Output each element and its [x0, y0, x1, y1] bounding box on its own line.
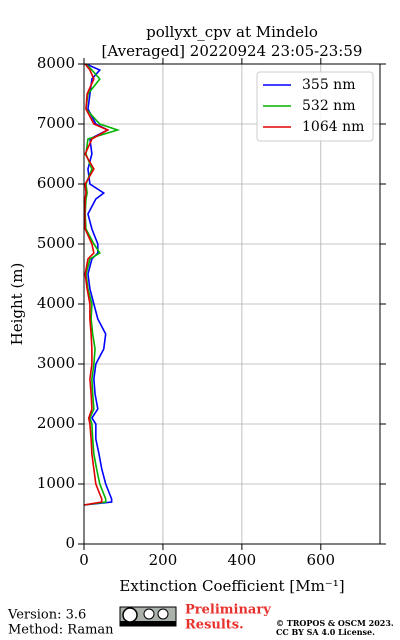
x-tick-label: 600: [306, 551, 335, 569]
copyright: © TROPOS & OSCM 2023.: [276, 618, 394, 628]
profile-line: [83, 63, 110, 506]
chart-title: pollyxt_cpv at Mindelo: [146, 23, 318, 41]
x-tick-label: 200: [149, 551, 178, 569]
copyright: CC BY SA 4.0 License.: [276, 627, 375, 637]
version: Version: 3.6: [7, 608, 86, 623]
preliminary-note: Preliminary: [185, 603, 271, 618]
cc-logo: [119, 606, 177, 627]
legend-label: 355 nm: [302, 77, 355, 93]
y-tick-label: 3000: [37, 354, 75, 372]
y-tick-label: 7000: [37, 114, 75, 132]
x-tick-label: 0: [79, 551, 89, 569]
legend-label: 1064 nm: [302, 119, 364, 135]
y-tick-label: 2000: [37, 414, 75, 432]
method: Method: Raman: [8, 623, 114, 638]
y-tick-label: 8000: [37, 54, 75, 72]
legend-box: [256, 71, 374, 142]
y-tick-label: 5000: [37, 234, 75, 252]
y-tick-label: 0: [65, 534, 75, 552]
x-tick-label: 400: [228, 551, 257, 569]
plot-frame: [83, 63, 381, 545]
y-tick-label: 4000: [37, 294, 75, 312]
y-axis-label: Height (m): [8, 263, 26, 346]
x-axis-label: Extinction Coefficient [Mm⁻¹]: [119, 577, 344, 595]
y-tick-label: 1000: [37, 474, 75, 492]
legend-label: 532 nm: [302, 98, 355, 114]
chart-title: [Averaged] 20220924 23:05-23:59: [102, 42, 363, 60]
preliminary-note: Results.: [185, 618, 244, 633]
y-tick-label: 6000: [37, 174, 75, 192]
